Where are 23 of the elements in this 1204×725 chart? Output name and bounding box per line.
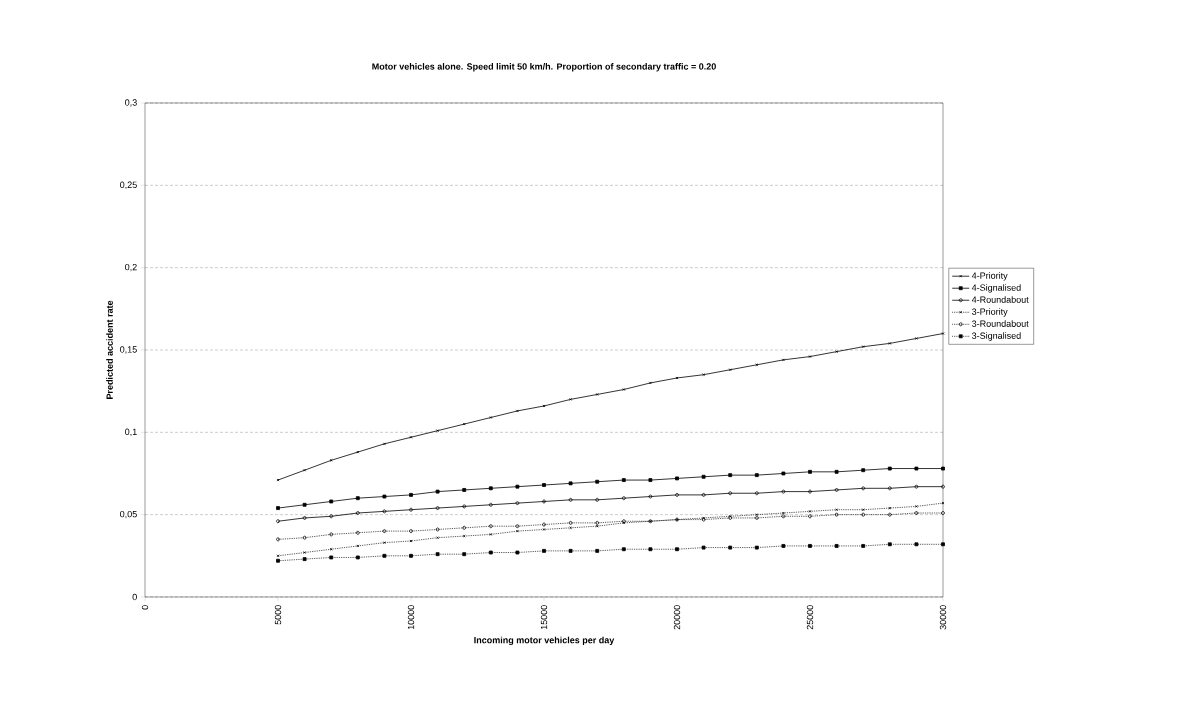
legend-label: 4-Roundabout — [971, 296, 1029, 303]
legend-label: 4-Priority — [971, 272, 1008, 281]
legend-label: 3-Signalised — [972, 332, 1021, 341]
y-tick-label: 0,2 — [125, 263, 137, 272]
y-tick-label: 0 — [132, 593, 137, 601]
y-tick-label: 0,05 — [120, 510, 137, 519]
x-tick-label: 15000 — [540, 605, 548, 630]
x-tick-label: 0 — [141, 605, 149, 610]
legend-label: 3-Roundabout — [972, 320, 1029, 327]
x-tick-label: 5000 — [274, 605, 282, 625]
x-tick-label: 10000 — [407, 605, 415, 630]
y-axis-title: Predicted accident rate — [106, 300, 113, 399]
y-tick-label: 0,25 — [120, 181, 137, 190]
x-axis-title: Incoming motor vehicles per day — [474, 636, 615, 646]
y-tick-label: 0,15 — [120, 346, 137, 354]
chart-title: Motor vehicles alone. Speed limit 50 km/h. Proportion of secondary traffic = 0.20 — [372, 63, 716, 72]
x-tick-label: 25000 — [806, 605, 814, 630]
x-tick-label: 30000 — [939, 605, 947, 630]
legend-label: 3-Priority — [972, 308, 1008, 317]
x-tick-label: 20000 — [673, 605, 681, 630]
y-tick-label: 0,1 — [125, 428, 137, 437]
y-tick-label: 0,3 — [125, 99, 137, 107]
legend-label: 4-Signalised — [971, 284, 1021, 293]
